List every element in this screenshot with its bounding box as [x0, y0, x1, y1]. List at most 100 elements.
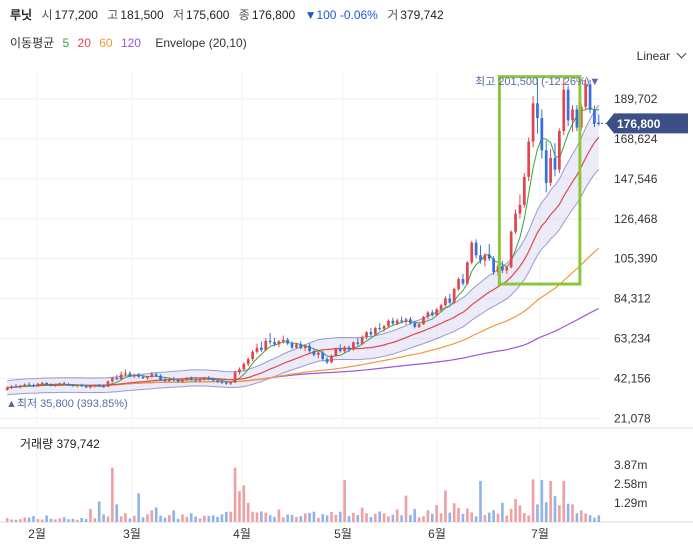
- volume-bar: [40, 519, 44, 522]
- open-label: 시: [41, 8, 53, 22]
- candle-body: [553, 157, 557, 170]
- volume-bar: [102, 514, 105, 522]
- candle-body: [373, 327, 377, 335]
- candle-body: [435, 309, 439, 316]
- volume-bar: [159, 515, 162, 522]
- candle-body: [522, 176, 526, 205]
- volume-bar: [54, 519, 57, 522]
- candle-body: [575, 109, 579, 128]
- volume-bar: [426, 510, 430, 522]
- volume-bar: [387, 516, 390, 522]
- candle-body: [23, 384, 27, 386]
- candle-body: [496, 266, 500, 272]
- candle-body: [413, 323, 417, 327]
- volume-bar: [461, 513, 465, 522]
- candle-body: [93, 385, 97, 387]
- max-price-annotation: 최고 201,500 (-12.26%)▼: [475, 75, 600, 88]
- volume-bar: [378, 511, 382, 522]
- candle-body: [242, 363, 246, 370]
- volume-bar: [325, 515, 329, 522]
- volume-bar: [45, 515, 48, 522]
- volume-bar: [242, 485, 246, 522]
- candle-body: [295, 344, 298, 348]
- volume-bar: [111, 467, 114, 522]
- change-arrow-icon: ▼: [304, 8, 317, 22]
- volume-bar: [514, 498, 517, 522]
- candle-body: [465, 262, 469, 284]
- candle-body: [536, 103, 539, 119]
- indicator-legend[interactable]: 이동평균 5 20 60 120 Envelope (20,10): [10, 34, 252, 51]
- scale-selector[interactable]: Linear: [637, 48, 687, 63]
- volume-bar: [168, 515, 171, 522]
- candle-body: [479, 255, 482, 261]
- price-tick-label: 147,546: [614, 172, 658, 186]
- volume-bar: [487, 512, 491, 522]
- volume-bar: [492, 510, 495, 522]
- candle-body: [369, 332, 373, 335]
- volume-bar: [27, 517, 31, 522]
- volume-bar: [321, 514, 325, 522]
- close-value: 176,800: [251, 8, 296, 22]
- volume-bar: [277, 509, 281, 522]
- candle-body: [185, 378, 189, 380]
- candle-body: [579, 106, 583, 128]
- volume-bar: [575, 513, 579, 522]
- volume-bar: [58, 518, 62, 522]
- candle-body: [518, 204, 522, 214]
- volume-bar: [198, 518, 202, 522]
- volume-bar: [373, 513, 377, 522]
- candle-body: [119, 374, 123, 380]
- volume-bar: [80, 517, 84, 522]
- volume-bar: [536, 504, 539, 522]
- candle-body: [71, 385, 75, 387]
- volume-bar: [229, 511, 233, 522]
- volume-bar: [220, 514, 224, 522]
- volume-bar: [194, 516, 197, 522]
- price-tick-label: 189,702: [614, 92, 658, 106]
- candle-body: [10, 386, 13, 388]
- volume-label: 거: [387, 8, 399, 22]
- price-header: 루닛 시 177,200 고 181,500 저 175,600 종 176,800 ▼…: [10, 6, 450, 23]
- month-label: 3월: [123, 527, 141, 541]
- month-label: 6월: [428, 527, 446, 541]
- volume-bar: [154, 507, 158, 522]
- volume-bar: [343, 480, 346, 522]
- candle-body: [102, 386, 105, 388]
- candle-body: [404, 319, 408, 322]
- volume-bar: [281, 517, 285, 522]
- volume-bar: [483, 514, 487, 522]
- candle-body: [352, 342, 355, 350]
- volume-bar: [479, 480, 482, 522]
- volume-bar: [474, 516, 478, 522]
- volume-bar: [146, 514, 149, 522]
- candle-body: [14, 386, 18, 388]
- candle-body: [54, 384, 57, 386]
- volume-bar: [466, 508, 469, 522]
- volume-bar: [71, 518, 75, 522]
- candle-body: [255, 347, 259, 352]
- volume-bar: [233, 467, 237, 522]
- candle-body: [395, 320, 399, 324]
- candle-body: [334, 348, 338, 356]
- volume-bar: [540, 480, 544, 522]
- volume-bar: [238, 491, 241, 522]
- candle-body: [264, 340, 268, 350]
- volume-bar: [457, 507, 460, 522]
- candle-body: [181, 379, 184, 382]
- volume-bar: [106, 516, 110, 522]
- volume-bar: [430, 513, 434, 522]
- volume-bar: [571, 504, 574, 522]
- volume-bar: [207, 515, 211, 522]
- candle-body: [303, 345, 307, 349]
- price-tick-label: 105,390: [614, 252, 658, 266]
- candle-body: [360, 337, 364, 344]
- candle-body: [387, 320, 390, 327]
- candle-body: [233, 372, 237, 383]
- volume-bar: [579, 510, 583, 522]
- volume-panel-title: 거래량 379,742: [20, 437, 100, 451]
- volume-bar: [391, 514, 395, 522]
- volume-bar: [251, 511, 254, 522]
- volume-bar: [189, 513, 193, 522]
- volume-bar: [496, 513, 500, 522]
